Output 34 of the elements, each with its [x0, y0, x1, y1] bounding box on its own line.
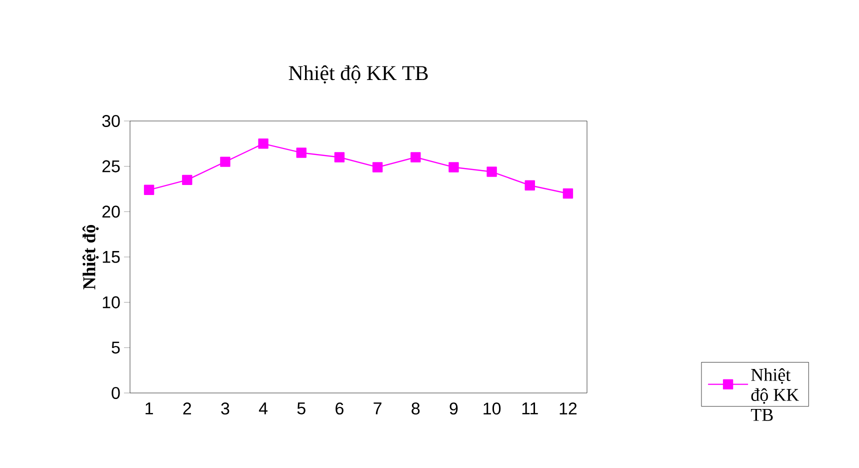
point	[562, 188, 574, 199]
x-tick-label: 9	[450, 402, 458, 415]
point	[524, 180, 535, 190]
x-tick-label: 8	[412, 402, 420, 415]
y-tick-label: 5	[112, 342, 120, 354]
chart-title: Nhiệt độ KK TB	[288, 65, 428, 84]
point	[220, 156, 230, 167]
x-tick-label: 1	[146, 402, 153, 414]
x-tick-label: 2	[183, 402, 191, 414]
legend-label: Nhiệt độ KK TB	[750, 368, 799, 421]
y-axis-title: Nhiệt độ	[82, 224, 99, 290]
x-tick-label: 12	[560, 402, 577, 414]
point	[448, 162, 459, 172]
x-tick-label: 4	[258, 402, 268, 414]
x-tick-label: 7	[374, 402, 382, 414]
y-tick-label: 10	[102, 296, 120, 308]
point	[296, 148, 306, 158]
y-tick-label: 0	[112, 386, 120, 400]
y-tick-label: 30	[102, 114, 120, 128]
point	[372, 162, 383, 172]
y-tick-label: 15	[102, 251, 120, 263]
y-tick-label: 20	[102, 206, 120, 218]
y-tick-label: 25	[102, 160, 120, 172]
x-tick-label: 6	[336, 402, 344, 415]
x-tick-label: 3	[221, 402, 230, 415]
point	[182, 174, 192, 186]
x-tick-label: 11	[522, 402, 538, 414]
x-tick-label: 10	[484, 402, 501, 415]
point	[486, 166, 497, 177]
x-tick-label: 5	[297, 402, 306, 414]
point	[144, 184, 154, 195]
point	[334, 152, 345, 162]
point	[258, 138, 268, 149]
point	[410, 152, 421, 162]
